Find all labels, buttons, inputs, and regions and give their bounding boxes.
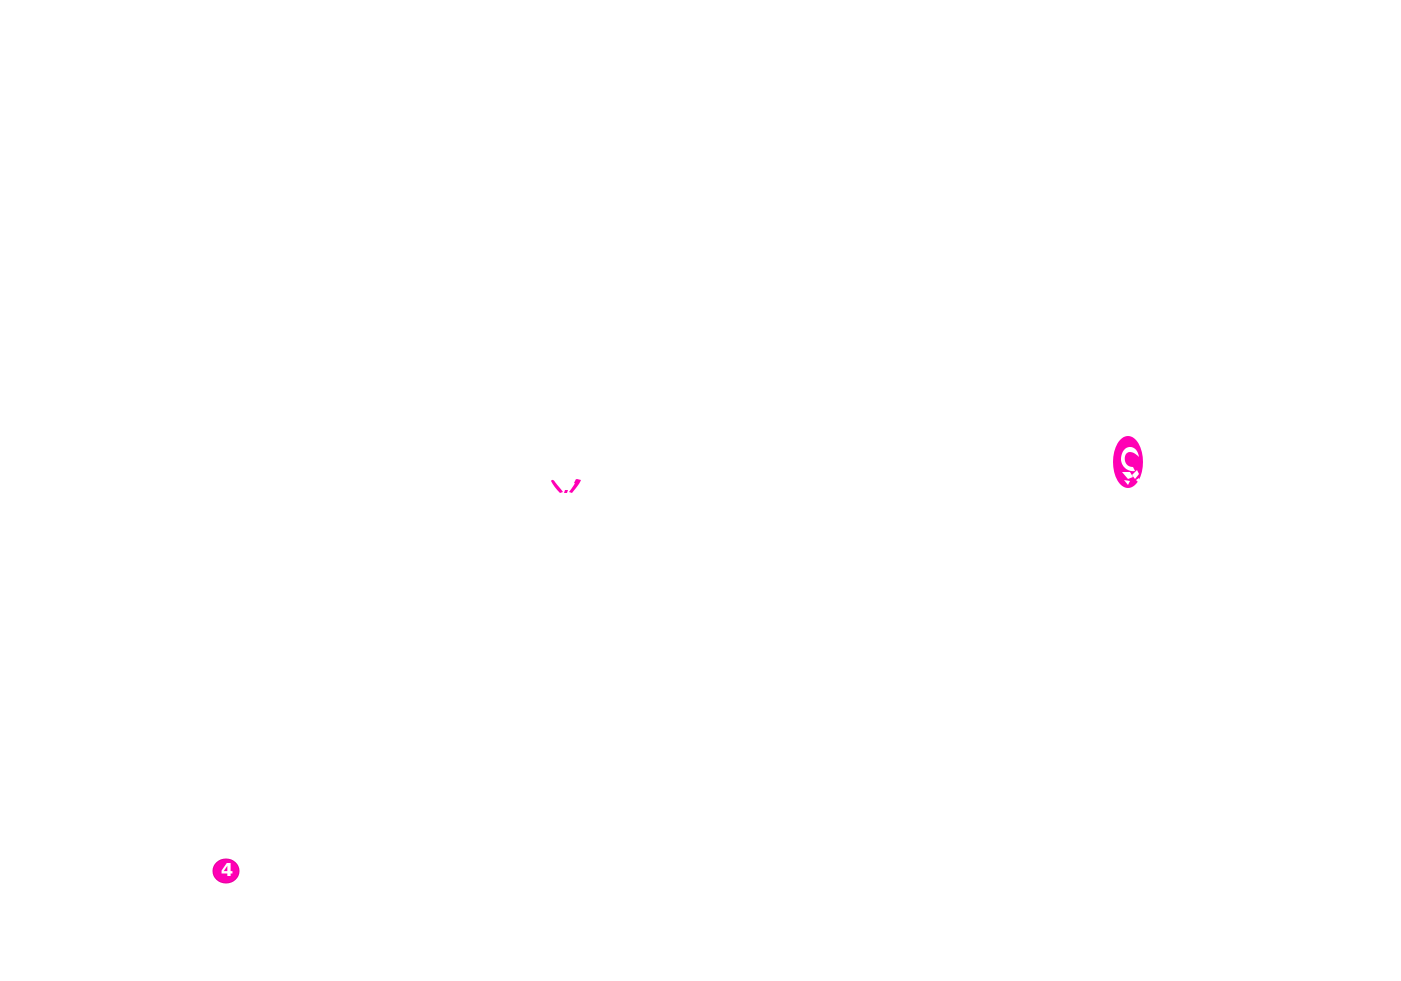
numbered-badge-icon [212,858,240,884]
oval-glyph-fragment [1108,432,1150,492]
numbered-badge: 4 [212,857,242,885]
oval-glyph-fragment-icon [1113,436,1143,488]
chevron-fragment-icon [551,479,581,493]
chevron-fragment [546,474,586,498]
